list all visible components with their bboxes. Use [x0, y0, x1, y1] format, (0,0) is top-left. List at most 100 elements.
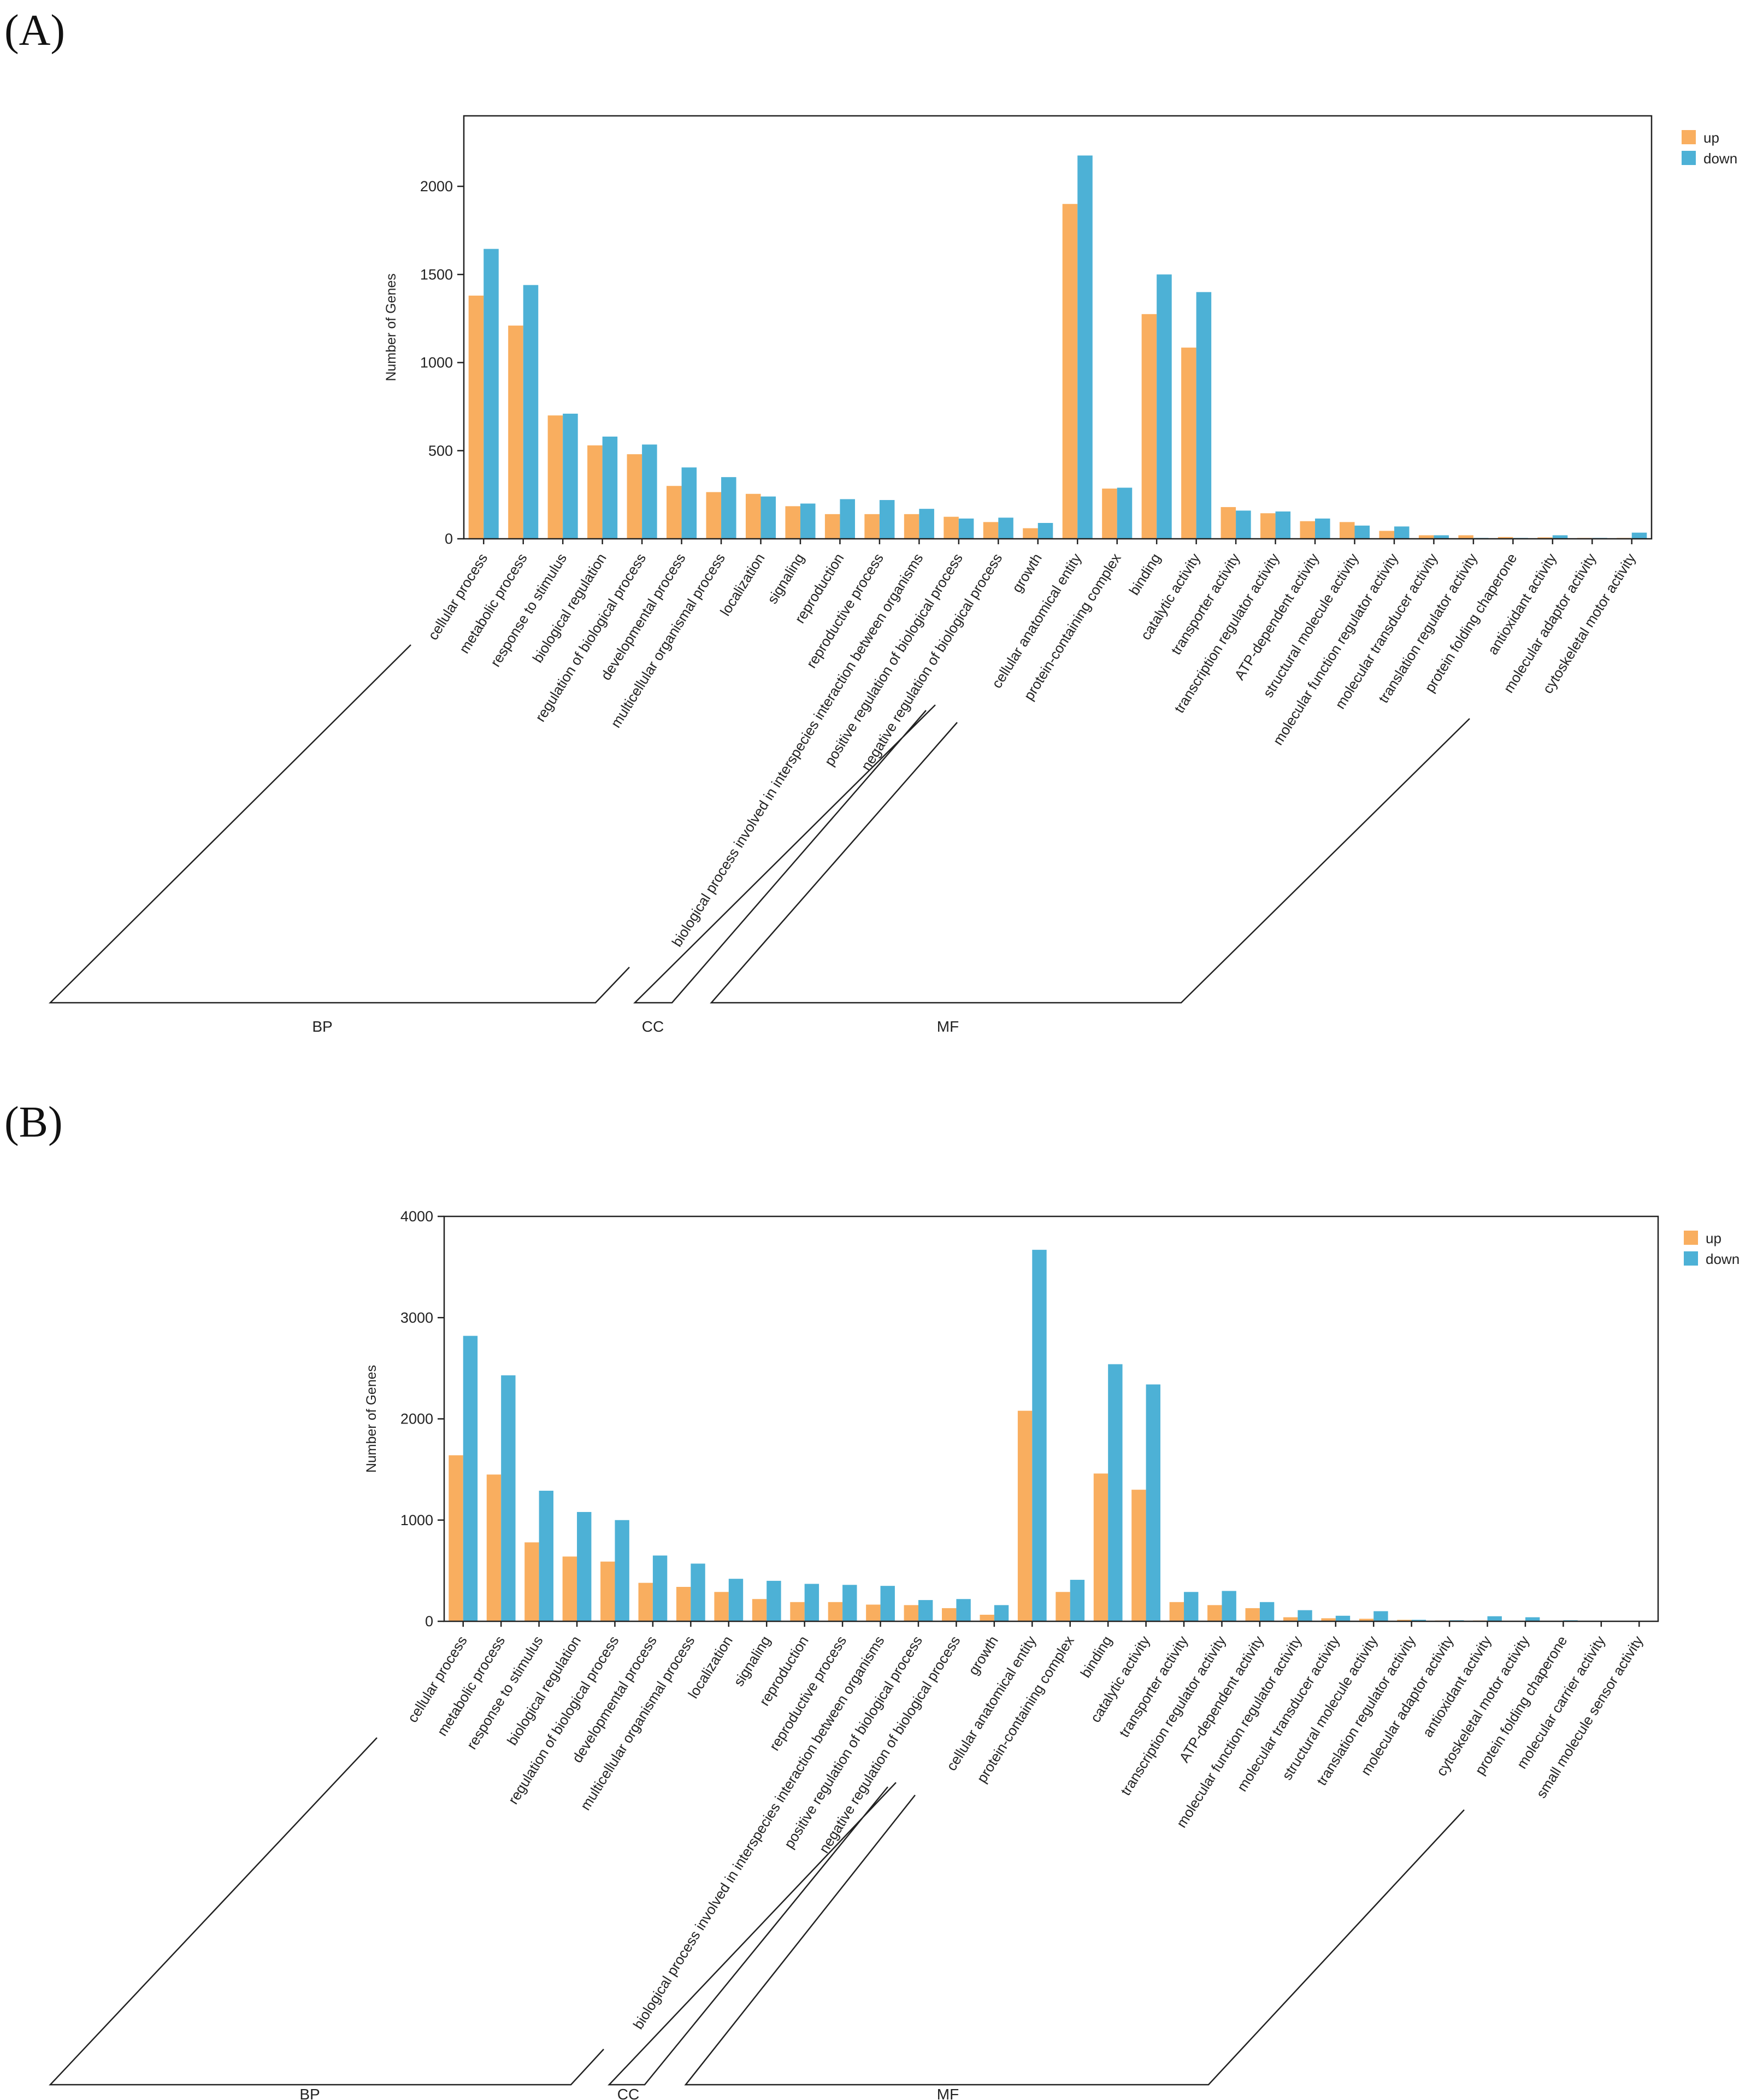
panel-a-bp-label: BP [312, 1018, 332, 1035]
panel-b-bar-up-20 [1207, 1605, 1222, 1621]
panel-b-bar-up-24 [1359, 1619, 1374, 1621]
panel-b-bar-down-18 [1146, 1384, 1160, 1621]
panel-b-cc-label: CC [617, 2086, 639, 2100]
panel-a-bar-down-10 [879, 500, 895, 539]
panel-a-bar-down-11 [919, 509, 934, 539]
panel-a-bar-up-0 [468, 295, 484, 539]
panel-a-bar-up-17 [1141, 314, 1157, 539]
panel-a-bar-down-1 [523, 285, 539, 539]
panel-b-bar-down-0 [463, 1336, 478, 1621]
panel-a-bar-up-1 [508, 325, 523, 539]
panel-b-bar-down-4 [615, 1520, 629, 1621]
panel-a-mf-bracket [710, 718, 1470, 1004]
panel-a-y-tick-label-3: 1500 [420, 266, 453, 283]
panel-b-bar-up-3 [562, 1556, 577, 1621]
panel-a-bar-down-29 [1631, 532, 1647, 539]
panel-b-bar-up-22 [1283, 1617, 1298, 1621]
panel-a-y-tick-label-2: 1000 [420, 355, 453, 371]
panel-a-bar-up-21 [1300, 521, 1316, 539]
panel-b-legend-down-swatch [1684, 1251, 1698, 1266]
panel-a-bar-down-16 [1117, 487, 1133, 539]
panel-b-bar-down-17 [1108, 1364, 1123, 1621]
panel-a-bar-up-26 [1497, 537, 1513, 539]
panel-b-bar-up-8 [752, 1599, 767, 1621]
panel-a-bar-down-23 [1394, 526, 1410, 539]
panel-a-bar-down-18 [1196, 292, 1212, 539]
panel-b-y-axis-ticks: 0 1000 2000 3000 4000 [400, 1208, 444, 1630]
panel-b-bar-down-5 [652, 1555, 668, 1621]
panel-a-bar-up-3 [587, 445, 603, 539]
panel-a-legend-up-label: up [1703, 130, 1719, 146]
panel-b-bar-down-21 [1259, 1602, 1275, 1621]
panel-b-bar-down-23 [1335, 1615, 1351, 1621]
panel-b-bar-up-17 [1093, 1473, 1109, 1621]
panel-b-y-tick-label-0: 0 [425, 1613, 433, 1630]
panel-a-bar-up-14 [1023, 528, 1038, 539]
panel-a-bar-down-14 [1037, 522, 1053, 539]
panel-b-bar-up-10 [828, 1602, 843, 1621]
panel-b-label: (B) [4, 1098, 63, 1146]
panel-a-bar-down-7 [760, 496, 776, 539]
panel-a-mf-label: MF [937, 1018, 959, 1035]
panel-a-y-axis-title: Number of Genes [384, 273, 399, 381]
panel-b-bar-down-9 [804, 1584, 819, 1621]
panel-a-bar-up-12 [944, 516, 959, 539]
panel-a-cc-bracket [633, 704, 936, 1004]
panel-a-bar-up-4 [627, 454, 642, 539]
panel-a-bar-up-27 [1537, 537, 1553, 539]
panel-a-bar-down-19 [1236, 510, 1251, 539]
panel-b-bar-down-24 [1373, 1611, 1388, 1621]
panel-b-y-tick-label-1: 1000 [400, 1512, 433, 1528]
panel-a-bar-up-5 [667, 486, 682, 539]
panel-a-group-brackets: BP CC MF [48, 644, 1470, 1035]
panel-b-y-tick-label-3: 3000 [400, 1309, 433, 1326]
panel-a-bar-down-17 [1157, 274, 1172, 539]
panel-b-bar-down-15 [1032, 1250, 1047, 1621]
panel-b-bar-down-1 [501, 1375, 516, 1621]
panel-b-bar-down-13 [956, 1599, 971, 1621]
panel-a-bar-up-15 [1062, 204, 1078, 539]
panel-b-bar-down-20 [1222, 1591, 1236, 1621]
panel-a-bar-down-4 [642, 444, 657, 539]
panel-a-bar-down-0 [484, 249, 499, 539]
panel-b-y-axis-title: Number of Genes [364, 1365, 379, 1473]
panel-b-bar-down-14 [994, 1605, 1009, 1621]
panel-a-bar-up-13 [983, 522, 999, 539]
panel-a-bar-up-25 [1458, 535, 1473, 539]
panel-b-bar-down-22 [1298, 1610, 1312, 1621]
panel-b-bar-down-27 [1487, 1616, 1502, 1621]
panel-a-bar-down-22 [1354, 525, 1370, 539]
panel-b-bar-up-11 [866, 1604, 881, 1621]
panel-a-bar-up-16 [1102, 489, 1117, 539]
panel-a-bar-up-11 [904, 514, 919, 539]
panel-b-bar-down-16 [1070, 1580, 1085, 1621]
panel-a-y-tick-label-0: 0 [445, 531, 453, 547]
panel-b-legend: up down [1684, 1230, 1740, 1267]
panel-a-bar-up-6 [706, 492, 722, 539]
panel-a-bar-down-20 [1275, 511, 1291, 539]
panel-b-bar-up-19 [1169, 1602, 1184, 1621]
panel-b-bar-up-15 [1017, 1410, 1033, 1621]
panel-b-bar-up-9 [790, 1602, 805, 1621]
panel-b-bar-up-14 [980, 1614, 994, 1621]
panel-a-bar-up-19 [1221, 507, 1236, 539]
panel-a-y-tick-label-1: 500 [428, 443, 453, 459]
panel-b-bar-down-8 [767, 1580, 781, 1621]
panel-a-bar-up-10 [864, 514, 880, 539]
panel-a-legend: up down [1682, 130, 1737, 167]
panel-a-bar-up-18 [1181, 348, 1196, 539]
panel-a-legend-up-swatch [1682, 130, 1696, 144]
panel-a-bar-up-8 [785, 506, 800, 539]
panel-a-bar-down-3 [602, 436, 618, 539]
panel-b-bar-up-4 [600, 1561, 615, 1621]
panel-b-legend-down-label: down [1706, 1251, 1740, 1267]
panel-b-bar-up-25 [1397, 1620, 1412, 1621]
panel-a-bar-down-13 [998, 517, 1013, 539]
panel-a-bar-down-5 [681, 467, 697, 539]
panel-a-legend-down-swatch [1682, 151, 1696, 165]
panel-a-bar-up-9 [824, 514, 840, 539]
panel-b-bar-up-16 [1056, 1592, 1070, 1621]
panel-a-bar-down-21 [1315, 518, 1330, 539]
panel-b-y-tick-label-2: 2000 [400, 1411, 433, 1427]
